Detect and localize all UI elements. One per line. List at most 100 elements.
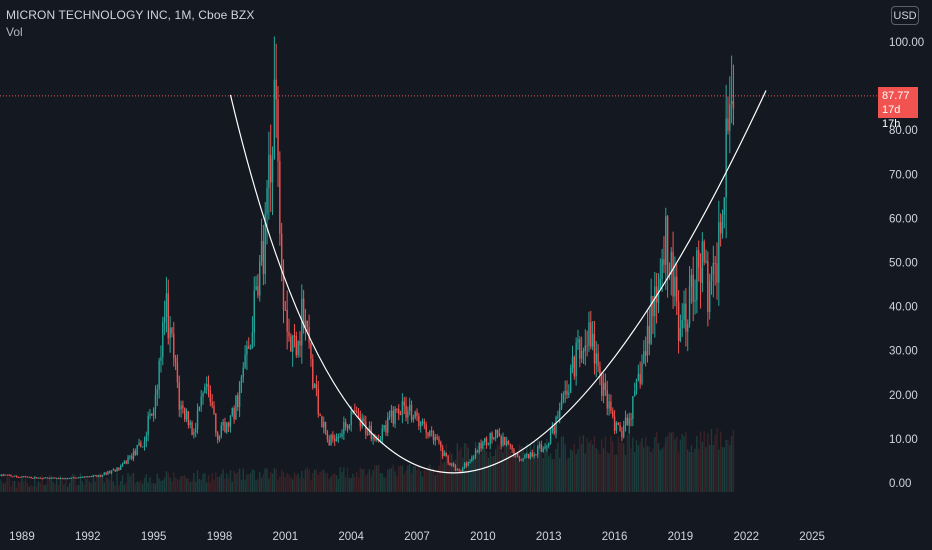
- price-axis-tick: 20.00: [889, 390, 918, 402]
- candle-body: [511, 445, 513, 450]
- volume-bar: [595, 447, 597, 492]
- candle-body: [365, 421, 367, 435]
- volume-bar: [688, 451, 691, 492]
- volume-bar: [374, 465, 376, 492]
- candle-body: [696, 250, 698, 301]
- candle-body: [34, 477, 36, 479]
- candle-body: [703, 241, 705, 263]
- volume-bar: [171, 481, 173, 492]
- volume-bar: [355, 471, 358, 492]
- candle-body: [151, 414, 153, 416]
- price-axis[interactable]: 100.00 80.00 70.00 60.00 50.00 40.00 30.00 20.0…: [889, 37, 924, 490]
- volume-indicator-label[interactable]: Vol: [6, 25, 23, 39]
- candle-body: [23, 476, 25, 478]
- candle-body: [586, 345, 588, 347]
- volume-bar: [725, 439, 727, 492]
- time-axis-tick: 2007: [404, 531, 430, 543]
- chart-title[interactable]: MICRON TECHNOLOGY INC, 1M, Cboe BZX: [6, 8, 255, 22]
- volume-bar: [216, 476, 219, 492]
- candle-body: [423, 421, 426, 425]
- candle-body: [727, 118, 729, 131]
- volume-bar: [238, 468, 241, 492]
- volume-bar: [564, 444, 566, 492]
- candle-body: [681, 320, 683, 328]
- candle-body: [184, 408, 186, 420]
- volume-bar: [624, 455, 627, 492]
- volume-bar: [546, 438, 548, 492]
- candle-body: [52, 477, 54, 479]
- candle-body: [624, 417, 627, 426]
- candle-body: [529, 452, 532, 459]
- volume-bar: [476, 446, 479, 492]
- volume-bar: [571, 450, 574, 492]
- volume-bar: [677, 452, 680, 492]
- time-axis[interactable]: 1989 1992 1995 1998 2001 2004 2007 2010 2013 2016…: [9, 531, 825, 543]
- time-axis-tick: 1989: [9, 531, 35, 543]
- candle-body: [182, 405, 184, 409]
- volume-bar: [505, 446, 508, 492]
- volume-bar: [222, 469, 224, 492]
- candle-body: [665, 216, 667, 265]
- volume-bar: [344, 477, 347, 492]
- volume-bar: [268, 478, 270, 492]
- time-axis-tick: 1992: [75, 531, 101, 543]
- candle-body: [421, 421, 424, 423]
- candle-body: [376, 439, 378, 441]
- volume-bar: [487, 457, 490, 492]
- candle-body: [105, 472, 107, 475]
- candle-body: [45, 477, 47, 479]
- volume-bar: [690, 445, 693, 492]
- volume-bar: [68, 482, 71, 492]
- volume-bar: [633, 452, 636, 492]
- candle-body: [630, 418, 632, 420]
- candle-body: [54, 477, 56, 479]
- candle-body: [88, 476, 91, 478]
- candle-body: [429, 431, 431, 436]
- currency-button[interactable]: USD: [891, 6, 919, 25]
- candle-body: [608, 401, 610, 409]
- candle-body: [366, 434, 369, 436]
- volume-bar: [681, 433, 683, 492]
- candle-body: [317, 389, 319, 415]
- candle-body: [633, 390, 636, 397]
- candle-body: [516, 453, 519, 458]
- volume-bar: [414, 466, 416, 492]
- volume-bar: [290, 477, 292, 492]
- volume-bar: [158, 478, 160, 492]
- volume-bar: [430, 470, 433, 492]
- volume-bar: [348, 478, 351, 492]
- volume-bar: [56, 478, 58, 492]
- volume-bar: [511, 456, 513, 492]
- volume-bar: [205, 482, 208, 492]
- candle-body: [654, 286, 656, 317]
- candle-body: [70, 477, 73, 479]
- candle-body: [222, 421, 224, 426]
- volume-bar: [719, 431, 722, 492]
- volume-bar: [271, 473, 274, 492]
- parabolic-curve-annotation[interactable]: [229, 90, 767, 474]
- time-axis-tick: 1998: [207, 531, 233, 543]
- candle-body: [454, 465, 457, 471]
- volume-bar: [45, 484, 47, 492]
- volume-bar: [727, 439, 729, 492]
- candle-body: [121, 463, 124, 466]
- candlesticks: [0, 36, 735, 480]
- candle-body: [189, 422, 191, 426]
- candle-body: [441, 447, 444, 457]
- price-axis-tick: 40.00: [889, 302, 918, 314]
- volume-bar: [23, 481, 25, 492]
- candle-body: [540, 444, 543, 452]
- candle-body: [59, 478, 62, 480]
- volume-bar: [730, 436, 733, 492]
- volume-bar: [507, 439, 510, 492]
- candle-body: [502, 437, 504, 446]
- volume-bar: [8, 476, 10, 492]
- candle-body: [110, 470, 113, 474]
- candle-body: [690, 274, 693, 287]
- candle-body: [240, 376, 243, 383]
- candle-body: [195, 429, 197, 433]
- volume-bar: [198, 479, 201, 492]
- candle-body: [478, 443, 480, 453]
- volume-bar: [330, 476, 332, 492]
